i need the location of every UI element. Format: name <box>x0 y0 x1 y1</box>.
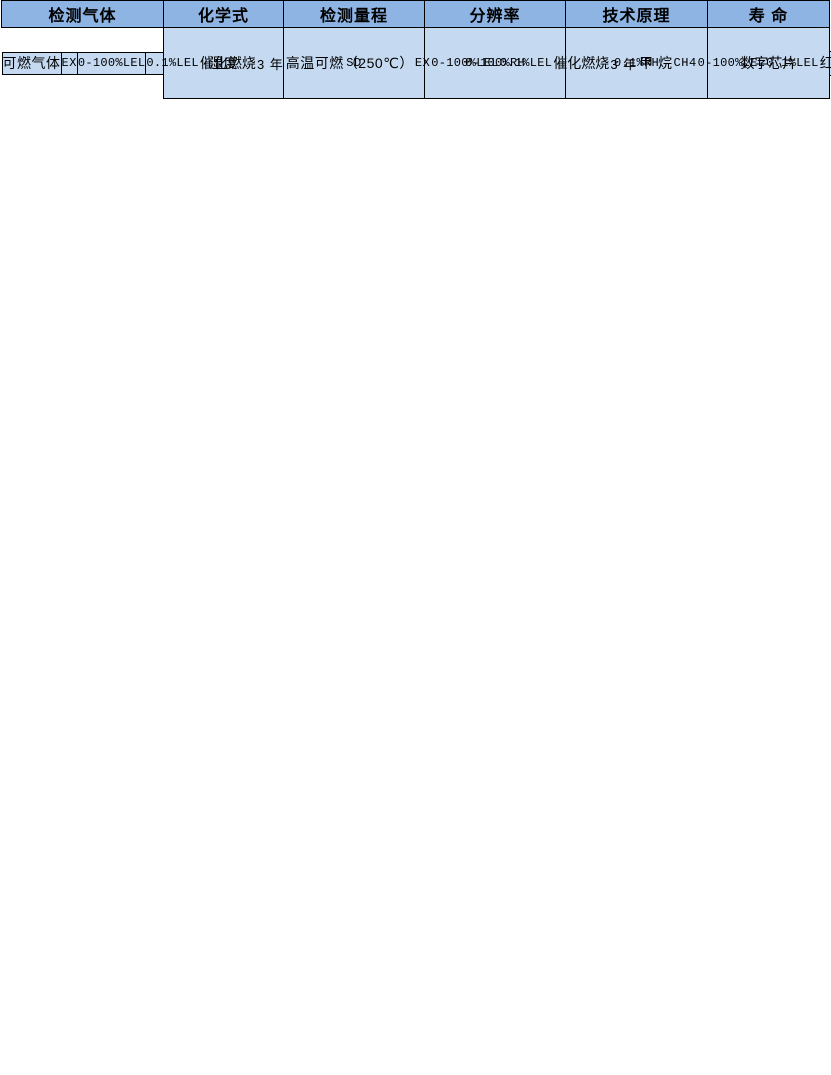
column-header-formula: 化学式 <box>163 0 284 28</box>
cell-life: 3 年 <box>255 51 285 75</box>
cell-tech: 催化燃烧 <box>552 51 611 75</box>
column-header-range: 检测量程 <box>283 0 425 28</box>
cell-formula: EX <box>60 51 78 75</box>
cell-gas: 可燃气体 <box>1 51 62 75</box>
cell-res: 0.1%LEL <box>145 51 200 75</box>
cell-range: 0-100%LEL <box>76 51 147 75</box>
column-header-lifetime: 寿 命 <box>707 0 830 28</box>
column-header-gas: 检测气体 <box>1 0 164 28</box>
gas-detection-table: 检测气体 化学式 检测量程 分辨率 技术原理 寿 命 可燃气体 EX 0-100%L… <box>1 0 831 99</box>
column-header-technology: 技术原理 <box>565 0 708 28</box>
table-header-row: 检测气体 化学式 检测量程 分辨率 技术原理 寿 命 <box>1 0 830 28</box>
column-header-resolution: 分辨率 <box>424 0 566 28</box>
cell-tech: 红外线 <box>818 50 831 76</box>
